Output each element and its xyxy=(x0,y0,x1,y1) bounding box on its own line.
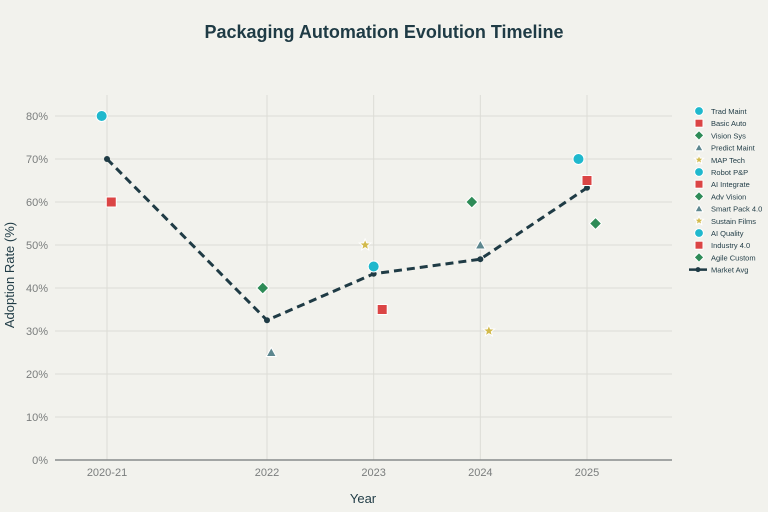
y-axis-label: Adoption Rate (%) xyxy=(2,222,17,328)
y-tick-label: 60% xyxy=(26,197,48,209)
legend-item: AI Quality xyxy=(694,228,744,238)
market-avg-point xyxy=(370,270,377,277)
diamond-legend-icon xyxy=(693,190,705,202)
legend-label: Robot P&P xyxy=(711,168,748,177)
legend-item: Vision Sys xyxy=(693,129,746,141)
legend-item: AI Integrate xyxy=(694,179,750,189)
data-point-square xyxy=(376,304,388,315)
data-point-triangle xyxy=(474,238,487,250)
data-point-diamond xyxy=(465,195,479,209)
data-point-star xyxy=(358,237,373,252)
legend-label: Sustain Films xyxy=(711,217,756,226)
y-tick-label: 50% xyxy=(26,240,48,252)
square-legend-icon xyxy=(694,240,704,250)
legend-label: Smart Pack 4.0 xyxy=(711,205,762,214)
legend-label: Vision Sys xyxy=(711,131,746,140)
x-tick-label: 2022 xyxy=(255,467,279,479)
x-tick-label: 2025 xyxy=(575,467,599,479)
x-tick-label: 2020-21 xyxy=(87,467,127,479)
data-point-circle xyxy=(367,260,380,273)
market-avg-point xyxy=(477,256,484,263)
diamond-legend-icon xyxy=(693,251,705,263)
data-point-circle xyxy=(95,110,108,122)
star-legend-icon xyxy=(693,214,705,226)
circle-legend-icon xyxy=(694,106,704,116)
market-avg-line xyxy=(104,156,590,324)
legend-item: Predict Maint xyxy=(694,142,756,153)
legend-item: Robot P&P xyxy=(694,167,748,177)
market-avg-point xyxy=(104,156,110,162)
triangle-legend-icon xyxy=(694,203,704,213)
legend-label: Adv Vision xyxy=(711,192,746,201)
legend-label: Agile Custom xyxy=(711,253,756,262)
x-tick-label: 2023 xyxy=(361,467,385,479)
data-point-diamond xyxy=(256,281,270,295)
y-tick-label: 10% xyxy=(26,412,48,424)
y-tick-label: 0% xyxy=(32,455,48,467)
market-avg-point xyxy=(264,317,270,324)
data-point-square xyxy=(581,175,593,186)
legend-item: Sustain Films xyxy=(693,214,756,226)
x-axis-ticks: 2020-21 2022 2023 2024 2025 xyxy=(87,467,599,479)
data-points xyxy=(95,110,603,357)
data-point-square xyxy=(105,196,117,208)
legend-label: AI Quality xyxy=(711,229,744,238)
legend-label: Basic Auto xyxy=(711,119,746,128)
y-tick-label: 70% xyxy=(26,154,48,166)
x-axis-label: Year xyxy=(350,491,377,506)
legend-label: Predict Maint xyxy=(711,144,756,153)
square-legend-icon xyxy=(694,179,704,189)
y-tick-label: 80% xyxy=(26,111,48,123)
market-avg-path xyxy=(105,157,588,323)
diamond-legend-icon xyxy=(693,129,705,141)
circle-legend-icon xyxy=(694,167,704,177)
legend-label: Market Avg xyxy=(711,266,748,275)
legend-item: MAP Tech xyxy=(693,153,745,165)
legend-item: Industry 4.0 xyxy=(694,240,750,250)
data-point-triangle xyxy=(265,346,278,357)
chart-title: Packaging Automation Evolution Timeline xyxy=(204,22,563,42)
data-point-circle xyxy=(572,153,585,165)
legend-label: MAP Tech xyxy=(711,156,745,165)
legend-item: Agile Custom xyxy=(693,251,756,263)
x-tick-label: 2024 xyxy=(468,467,492,479)
legend-item: Adv Vision xyxy=(693,190,746,202)
y-axis-ticks: 0% 10% 20% 30% 40% 50% 60% 70% 80% xyxy=(26,111,48,467)
legend-item: Smart Pack 4.0 xyxy=(694,203,762,214)
y-tick-label: 30% xyxy=(26,326,48,338)
market-avg-point xyxy=(584,184,590,191)
legend-item: Basic Auto xyxy=(694,118,746,128)
star-legend-icon xyxy=(693,153,705,165)
legend-label: Industry 4.0 xyxy=(711,241,750,250)
legend: Trad Maint Basic Auto Vision Sys Predict Ma… xyxy=(689,106,762,275)
line-legend-marker xyxy=(695,267,701,273)
legend-item: Trad Maint xyxy=(694,106,747,116)
data-point-star xyxy=(481,323,496,338)
legend-item: Market Avg xyxy=(689,266,748,275)
triangle-legend-icon xyxy=(694,142,704,152)
square-legend-icon xyxy=(694,118,704,128)
data-point-diamond xyxy=(588,216,603,231)
y-tick-label: 20% xyxy=(26,369,48,381)
circle-legend-icon xyxy=(694,228,704,238)
legend-label: AI Integrate xyxy=(711,180,750,189)
y-tick-label: 40% xyxy=(26,283,48,295)
legend-label: Trad Maint xyxy=(711,107,747,116)
